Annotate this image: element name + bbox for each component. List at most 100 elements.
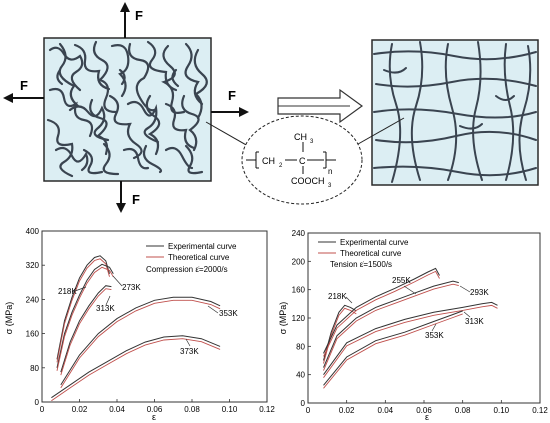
tension-theoretical-curve-353k (323, 313, 463, 389)
compression-experimental-curve-218k (56, 255, 110, 360)
tension-y-tick-label: 0 (301, 399, 306, 408)
compression-x-tick-label: 0.10 (222, 405, 238, 414)
tension-condition: Tension ε̇=1500/s (330, 260, 392, 269)
compression-x-tick-label: 0 (40, 405, 45, 414)
methyl-subscript: 3 (310, 139, 314, 145)
compression-y-tick-label: 160 (26, 330, 40, 339)
tension-y-tick-label: 80 (296, 342, 305, 351)
compression-condition: Compression ε̇=2000/s (146, 265, 228, 274)
force-arrow-down: F (116, 181, 140, 213)
label-373k: 373K (180, 347, 199, 356)
compression-theoretical-curve-353k (60, 299, 221, 389)
label-353k-tension: 353K (425, 331, 444, 340)
compression-theoretical-curve-373k (51, 338, 221, 402)
tension-temperature-labels: 218K 255K 293K 313K 353K (328, 276, 489, 340)
compression-series (51, 255, 221, 402)
label-353k: 353K (219, 309, 238, 318)
tension-experimental-curve-353k (323, 310, 463, 386)
compression-y-tick-label: 400 (26, 227, 40, 236)
label-218k-tension: 218K (328, 292, 347, 301)
label-313k-tension: 313K (465, 317, 484, 326)
tension-x-tick-label: 0.08 (455, 406, 471, 415)
aligned-polymer-chains (373, 41, 537, 183)
force-label-left: F (20, 78, 28, 93)
tension-series (323, 267, 498, 389)
compression-y-tick-label: 80 (30, 364, 39, 373)
tension-experimental-curve-293k (323, 280, 459, 368)
tension-theoretical-curve-255k (323, 270, 440, 357)
tension-experimental-curve-255k (323, 267, 440, 354)
compression-y-tick-label: 0 (35, 398, 40, 407)
compression-y-tick-label: 240 (26, 295, 40, 304)
tension-y-tick-label: 40 (296, 371, 305, 380)
compression-theoretical-curve-273k (56, 266, 114, 371)
tension-chart: 0 0.02 0.04 0.06 0.08 0.10 0.12 0 40 80 120 160 200 2… (278, 229, 548, 422)
ester-group: COOCH (291, 176, 325, 186)
compression-experimental-curve-313k (60, 285, 112, 373)
tension-y-tick-label: 200 (292, 257, 306, 266)
tension-experimental-curve-313k (323, 301, 498, 375)
label-313k: 313K (96, 304, 115, 313)
label-218k: 218K (58, 287, 77, 296)
ester-subscript: 3 (328, 183, 332, 189)
tension-x-tick-label: 0.02 (339, 406, 355, 415)
compression-temperature-labels: 218K 273K 313K 353K 373K (58, 275, 238, 356)
label-255k: 255K (392, 276, 411, 285)
tension-theoretical-curve-293k (323, 283, 459, 371)
tension-x-tick-label: 0 (306, 406, 311, 415)
left-network-panel (43, 37, 212, 182)
tension-y-tick-label: 160 (292, 286, 306, 295)
tension-x-tick-label: 0.10 (494, 406, 510, 415)
tension-legend-experimental: Experimental curve (340, 238, 409, 247)
force-label-bottom: F (132, 192, 140, 207)
transition-arrow (277, 88, 364, 124)
entangled-polymer-chains (46, 40, 208, 178)
pmma-structure: CH 2 C CH 3 COOCH 3 n (246, 132, 336, 189)
ch2-subscript: 2 (279, 163, 283, 169)
compression-y-axis-title: σ (MPa) (4, 302, 14, 335)
tension-experimental-curve-218k (323, 304, 357, 361)
right-network-panel (371, 39, 539, 186)
compression-y-tick-label: 320 (26, 261, 40, 270)
compression-x-axis-title: ε (152, 412, 156, 422)
tension-x-tick-label: 0.04 (378, 406, 394, 415)
compression-theoretical-curve-313k (60, 288, 112, 376)
force-arrow-up: F (120, 2, 143, 38)
tension-x-tick-label: 0.12 (532, 406, 548, 415)
compression-x-tick-label: 0.02 (72, 405, 88, 414)
compression-theoretical-curve-218k (56, 258, 110, 363)
monomer-ellipse (241, 115, 363, 205)
compression-axis-ticks: 0 0.02 0.04 0.06 0.08 0.10 0.12 0 80 160 240 320 400 (26, 227, 276, 414)
label-293k: 293K (470, 288, 489, 297)
carbon-atom: C (299, 156, 306, 166)
ch2-group: CH (262, 156, 275, 166)
compression-x-tick-label: 0.08 (184, 405, 200, 414)
compression-x-tick-label: 0.04 (109, 405, 125, 414)
force-arrow-left: F (3, 78, 44, 103)
force-arrow-right: F (211, 88, 249, 117)
force-label-right: F (228, 88, 236, 103)
tension-y-tick-label: 240 (292, 229, 306, 238)
compression-x-tick-label: 0.12 (259, 405, 275, 414)
tension-theoretical-curve-313k (323, 304, 498, 378)
label-273k: 273K (122, 283, 141, 292)
compression-chart: 0 0.02 0.04 0.06 0.08 0.10 0.12 0 80 160 240 320 400… (4, 227, 275, 422)
tension-x-axis-title: ε (425, 412, 429, 422)
compression-experimental-curve-273k (56, 263, 114, 368)
tension-axis-ticks: 0 0.02 0.04 0.06 0.08 0.10 0.12 0 40 80 120 160 200 2… (292, 229, 549, 415)
methyl-group: CH (294, 132, 307, 142)
compression-legend-experimental: Experimental curve (168, 242, 237, 251)
compression-legend-theoretical: Theoretical curve (168, 253, 230, 262)
tension-y-axis-title: σ (MPa) (278, 302, 288, 335)
force-label-top: F (135, 8, 143, 23)
compression-legend: Experimental curve Theoretical curve Com… (146, 242, 237, 274)
compression-x-tick-label: 0.06 (147, 405, 163, 414)
tension-legend-theoretical: Theoretical curve (340, 249, 402, 258)
compression-experimental-curve-353k (60, 296, 221, 386)
tension-x-tick-label: 0.06 (416, 406, 432, 415)
tension-y-tick-label: 120 (292, 314, 306, 323)
molecule-callout: CH 2 C CH 3 COOCH 3 n (205, 115, 405, 205)
repeat-index: n (328, 167, 332, 176)
compression-experimental-curve-373k (51, 335, 221, 399)
